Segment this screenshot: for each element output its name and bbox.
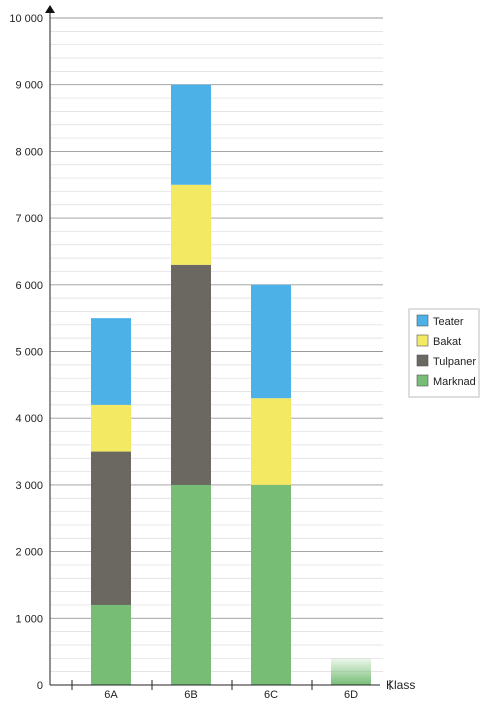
legend-swatch-tulpaner [416, 354, 429, 367]
bar-segment-6A-teater [91, 318, 131, 405]
bar-segment-6B-teater [171, 84, 211, 185]
legend-label-bakat: Bakat [433, 336, 461, 348]
y-tick-label: 9 000 [15, 80, 43, 92]
bar-segment-6B-bakat [171, 184, 211, 265]
bar-segment-6A-bakat [91, 404, 131, 452]
y-tick-label: 1 000 [15, 613, 43, 625]
x-tick-label-6c: 6C [264, 689, 278, 701]
bar-segment-6B-marknad [171, 484, 211, 685]
legend-label-marknad: Marknad [433, 376, 476, 388]
legend-swatch-teater [416, 314, 429, 327]
y-axis-arrow-icon [45, 5, 55, 13]
x-tick-label-6b: 6B [184, 689, 197, 701]
legend-label-tulpaner: Tulpaner [433, 356, 476, 368]
y-tick-labels: 0 1 000 2 000 3 000 4 000 5 000 6 000 7 000 8 00… [9, 13, 43, 692]
y-tick-label: 5 000 [15, 347, 43, 359]
bar-segment-6D-marknad [331, 658, 371, 685]
bar-segment-6C-marknad [251, 484, 291, 685]
legend-swatch-marknad [416, 374, 429, 387]
x-axis-title: Klass [386, 678, 415, 692]
y-tick-label: 0 [37, 680, 43, 692]
x-tick-label-6d: 6D [344, 689, 358, 701]
bar-segment-6A-marknad [91, 604, 131, 685]
y-tick-label: 2 000 [15, 547, 43, 559]
bar-segment-6C-bakat [251, 398, 291, 485]
y-tick-label: 10 000 [9, 13, 43, 25]
bar-segment-6C-teater [251, 284, 291, 399]
x-tick-labels: 6A 6B 6C 6D [71, 680, 391, 701]
y-tick-label: 3 000 [15, 480, 43, 492]
bars [91, 84, 371, 685]
y-tick-label: 7 000 [15, 213, 43, 225]
bar-segment-6A-tulpaner [91, 451, 131, 605]
bar-segment-6B-tulpaner [171, 264, 211, 485]
axes: Klass [45, 5, 415, 692]
y-tick-label: 8 000 [15, 146, 43, 158]
y-tick-label: 6 000 [15, 280, 43, 292]
x-tick-label-6a: 6A [104, 689, 118, 701]
legend-swatch-bakat [416, 334, 429, 347]
y-tick-label: 4 000 [15, 413, 43, 425]
legend-label-teater: Teater [433, 316, 464, 328]
legend: Teater Bakat Tulpaner Marknad [408, 308, 480, 398]
